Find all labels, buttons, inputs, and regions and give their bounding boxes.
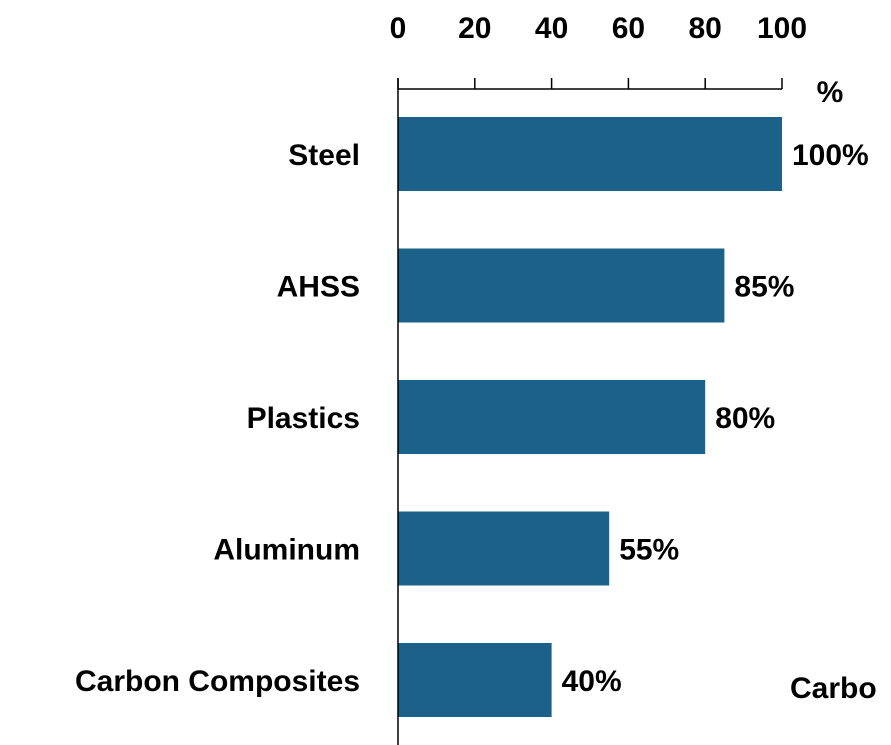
category-label: Plastics: [247, 402, 360, 435]
x-axis-unit-label: %: [817, 76, 844, 109]
x-tick-label: 40: [535, 12, 568, 45]
x-tick-label: 20: [458, 12, 491, 45]
x-axis: 0 20 40 60 80 100: [390, 12, 807, 89]
value-label: 100%: [792, 139, 869, 172]
bar: [398, 511, 610, 586]
bar: [398, 248, 725, 323]
value-label: 55%: [619, 534, 679, 567]
bar: [398, 643, 552, 717]
x-tick-label: 100: [757, 12, 807, 45]
category-label: Carbon Composites: [75, 665, 360, 698]
value-label: 40%: [562, 665, 622, 698]
value-label: 80%: [715, 402, 775, 435]
x-tick-label: 60: [612, 12, 645, 45]
annotation-text: Carbo: [790, 672, 877, 705]
category-label: AHSS: [277, 271, 360, 304]
value-label: 85%: [734, 271, 794, 304]
category-label: Steel: [288, 139, 360, 172]
bar: [398, 117, 782, 191]
bars: Steel 100% AHSS 85% Plastics 80% Aluminum 55% Ca…: [75, 117, 869, 717]
x-tick-label: 0: [390, 12, 407, 45]
category-label: Aluminum: [213, 534, 360, 567]
x-tick-label: 80: [689, 12, 722, 45]
bar: [398, 380, 706, 454]
